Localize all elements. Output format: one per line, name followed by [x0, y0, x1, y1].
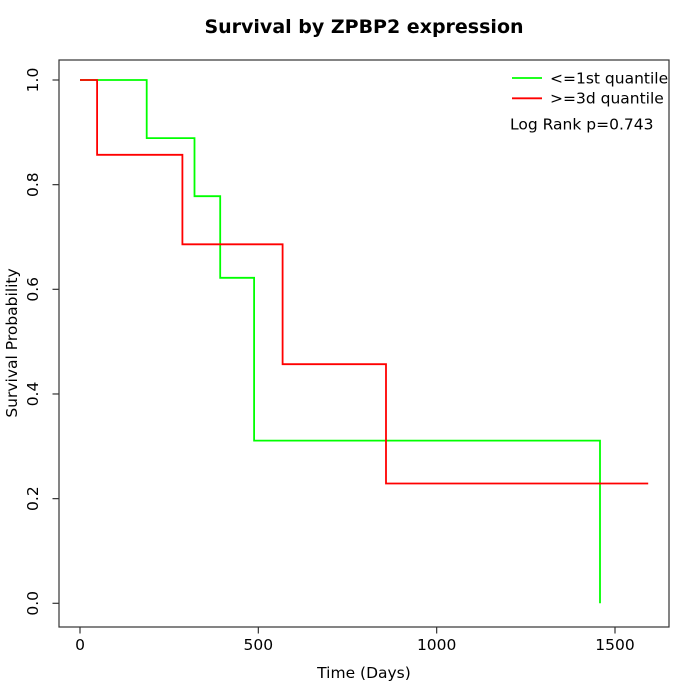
survival-curve-0	[80, 79, 601, 604]
x-tick-label: 1500	[595, 636, 634, 654]
y-tick-label: 1.0	[24, 68, 42, 93]
x-axis-label: Time (Days)	[316, 664, 411, 682]
y-axis-label: Survival Probability	[3, 268, 21, 417]
y-tick-label: 0.6	[24, 277, 42, 302]
legend-label-third-quantile: >=3d quantile	[550, 90, 664, 108]
y-tick-label: 0.2	[24, 486, 42, 511]
y-tick-label: 0.0	[24, 591, 42, 616]
x-tick-label: 500	[244, 636, 274, 654]
legend-label-first-quantile: <=1st quantile	[550, 69, 668, 87]
x-tick-label: 0	[75, 636, 85, 654]
log-rank-annotation: Log Rank p=0.743	[510, 116, 653, 134]
chart-title: Survival by ZPBP2 expression	[204, 16, 523, 38]
survival-curve-1	[80, 79, 649, 485]
y-tick-label: 0.8	[24, 172, 42, 197]
plot-border	[58, 59, 670, 628]
x-tick-label: 1000	[417, 636, 456, 654]
plot-area: 0 500 1000 1500 0.0 0.2 0.4 0.6 0.8 1.0	[24, 59, 670, 654]
y-tick-label: 0.4	[24, 382, 42, 407]
legend: <=1st quantile >=3d quantile Log Rank p=…	[510, 69, 668, 133]
